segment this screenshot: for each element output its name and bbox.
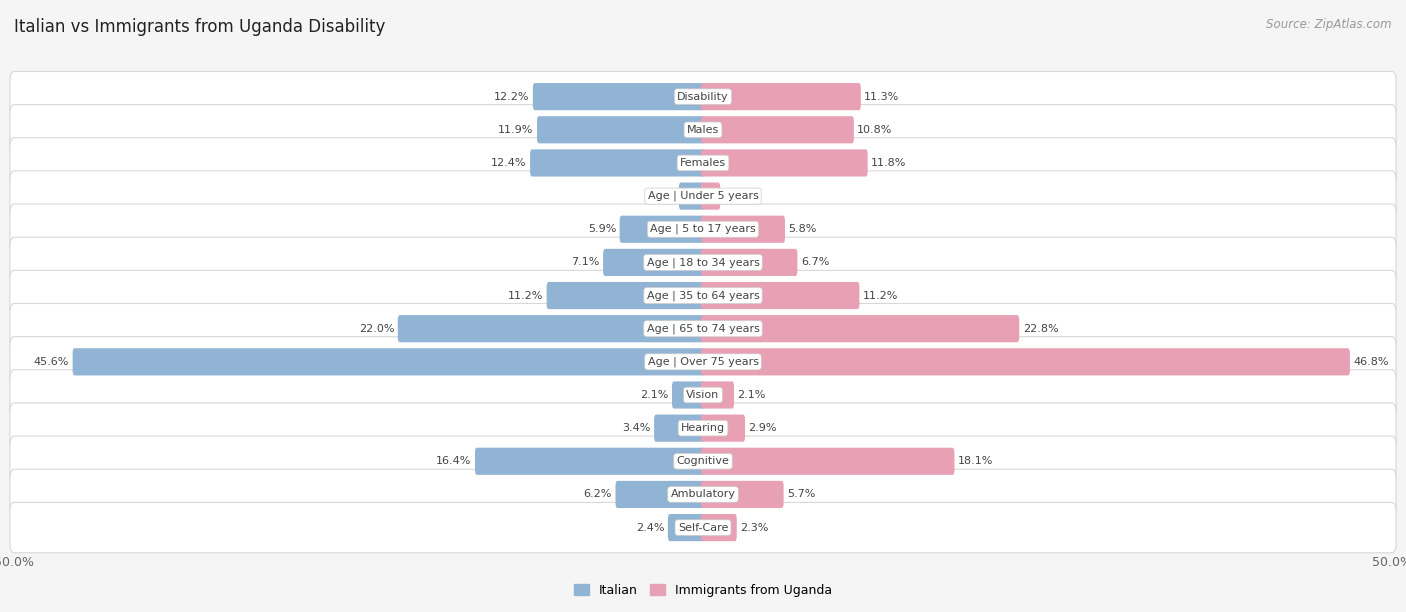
Text: 11.8%: 11.8%	[872, 158, 907, 168]
Text: 5.8%: 5.8%	[789, 224, 817, 234]
Text: 10.8%: 10.8%	[858, 125, 893, 135]
FancyBboxPatch shape	[10, 72, 1396, 122]
Text: 6.7%: 6.7%	[801, 258, 830, 267]
FancyBboxPatch shape	[672, 381, 704, 409]
FancyBboxPatch shape	[702, 381, 734, 409]
FancyBboxPatch shape	[702, 182, 720, 210]
Text: 2.4%: 2.4%	[636, 523, 665, 532]
Text: Females: Females	[681, 158, 725, 168]
FancyBboxPatch shape	[10, 370, 1396, 420]
Text: 11.3%: 11.3%	[865, 92, 900, 102]
Text: 18.1%: 18.1%	[957, 457, 993, 466]
FancyBboxPatch shape	[620, 215, 704, 243]
FancyBboxPatch shape	[10, 105, 1396, 155]
Text: Age | 5 to 17 years: Age | 5 to 17 years	[650, 224, 756, 234]
Text: Self-Care: Self-Care	[678, 523, 728, 532]
Text: 2.1%: 2.1%	[640, 390, 669, 400]
FancyBboxPatch shape	[10, 337, 1396, 387]
FancyBboxPatch shape	[702, 149, 868, 176]
Text: Hearing: Hearing	[681, 423, 725, 433]
Legend: Italian, Immigrants from Uganda: Italian, Immigrants from Uganda	[569, 579, 837, 602]
FancyBboxPatch shape	[10, 204, 1396, 255]
Text: Ambulatory: Ambulatory	[671, 490, 735, 499]
FancyBboxPatch shape	[702, 481, 783, 508]
Text: 3.4%: 3.4%	[623, 423, 651, 433]
FancyBboxPatch shape	[10, 403, 1396, 453]
FancyBboxPatch shape	[398, 315, 704, 342]
FancyBboxPatch shape	[679, 182, 704, 210]
Text: 11.9%: 11.9%	[498, 125, 533, 135]
FancyBboxPatch shape	[603, 249, 704, 276]
Text: 11.2%: 11.2%	[508, 291, 543, 300]
FancyBboxPatch shape	[10, 502, 1396, 553]
FancyBboxPatch shape	[702, 116, 853, 143]
FancyBboxPatch shape	[616, 481, 704, 508]
Text: 6.2%: 6.2%	[583, 490, 612, 499]
Text: Age | 35 to 64 years: Age | 35 to 64 years	[647, 290, 759, 300]
FancyBboxPatch shape	[530, 149, 704, 176]
FancyBboxPatch shape	[10, 171, 1396, 222]
FancyBboxPatch shape	[702, 514, 737, 541]
Text: Source: ZipAtlas.com: Source: ZipAtlas.com	[1267, 18, 1392, 31]
FancyBboxPatch shape	[547, 282, 704, 309]
FancyBboxPatch shape	[702, 414, 745, 442]
FancyBboxPatch shape	[73, 348, 704, 375]
FancyBboxPatch shape	[10, 469, 1396, 520]
Text: Age | Over 75 years: Age | Over 75 years	[648, 357, 758, 367]
Text: 7.1%: 7.1%	[571, 258, 599, 267]
FancyBboxPatch shape	[10, 436, 1396, 487]
Text: 2.9%: 2.9%	[748, 423, 778, 433]
Text: 2.1%: 2.1%	[738, 390, 766, 400]
FancyBboxPatch shape	[668, 514, 704, 541]
Text: 12.2%: 12.2%	[494, 92, 530, 102]
Text: 45.6%: 45.6%	[34, 357, 69, 367]
FancyBboxPatch shape	[10, 271, 1396, 321]
Text: Age | 65 to 74 years: Age | 65 to 74 years	[647, 324, 759, 334]
Text: 1.6%: 1.6%	[647, 191, 675, 201]
Text: 16.4%: 16.4%	[436, 457, 471, 466]
Text: 22.0%: 22.0%	[359, 324, 394, 334]
FancyBboxPatch shape	[702, 83, 860, 110]
Text: 1.1%: 1.1%	[724, 191, 752, 201]
FancyBboxPatch shape	[702, 315, 1019, 342]
Text: 5.9%: 5.9%	[588, 224, 616, 234]
Text: 46.8%: 46.8%	[1354, 357, 1389, 367]
Text: Age | 18 to 34 years: Age | 18 to 34 years	[647, 257, 759, 267]
FancyBboxPatch shape	[702, 215, 785, 243]
FancyBboxPatch shape	[702, 249, 797, 276]
FancyBboxPatch shape	[533, 83, 704, 110]
Text: 11.2%: 11.2%	[863, 291, 898, 300]
FancyBboxPatch shape	[702, 348, 1350, 375]
FancyBboxPatch shape	[702, 282, 859, 309]
Text: 12.4%: 12.4%	[491, 158, 527, 168]
Text: Italian vs Immigrants from Uganda Disability: Italian vs Immigrants from Uganda Disabi…	[14, 18, 385, 36]
Text: Age | Under 5 years: Age | Under 5 years	[648, 191, 758, 201]
Text: 22.8%: 22.8%	[1022, 324, 1059, 334]
Text: Vision: Vision	[686, 390, 720, 400]
FancyBboxPatch shape	[475, 448, 704, 475]
FancyBboxPatch shape	[537, 116, 704, 143]
Text: Cognitive: Cognitive	[676, 457, 730, 466]
Text: 2.3%: 2.3%	[740, 523, 769, 532]
Text: Males: Males	[688, 125, 718, 135]
FancyBboxPatch shape	[654, 414, 704, 442]
Text: 5.7%: 5.7%	[787, 490, 815, 499]
FancyBboxPatch shape	[10, 304, 1396, 354]
FancyBboxPatch shape	[702, 448, 955, 475]
FancyBboxPatch shape	[10, 138, 1396, 188]
FancyBboxPatch shape	[10, 237, 1396, 288]
Text: Disability: Disability	[678, 92, 728, 102]
